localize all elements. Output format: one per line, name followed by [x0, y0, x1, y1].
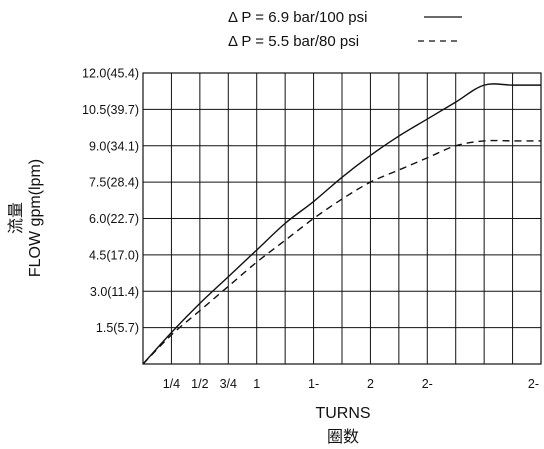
x-tick-labels: 1/4 1/2 3/4 1 1- 2 2- 2- [163, 377, 539, 391]
y-tick-label: 1.5(5.7) [96, 321, 139, 335]
y-tick-labels: 1.5(5.7) 3.0(11.4) 4.5(17.0) 6.0(22.7) 7.5(2… [82, 67, 139, 336]
legend-entry-dashed: Δ P = 5.5 bar/80 psi [228, 33, 359, 50]
x-tick-label: 1 [253, 377, 260, 391]
series-line-dashed [142, 139, 541, 365]
y-tick-label: 4.5(17.0) [89, 248, 139, 262]
x-tick-label: 2- [422, 377, 433, 391]
x-tick-label: 2- [528, 377, 539, 391]
y-tick-label: 12.0(45.4) [82, 67, 139, 81]
y-tick-label: 7.5(28.4) [89, 176, 139, 190]
y-axis-label: FLOW gpm(lpm) [27, 159, 44, 277]
y-tick-label: 3.0(11.4) [90, 285, 139, 299]
x-tick-label: 1/4 [163, 377, 180, 391]
series-lines [142, 83, 541, 365]
y-axis-label-cn: 流量 [7, 202, 25, 234]
plot-frame [142, 72, 542, 365]
grid [143, 72, 541, 364]
x-axis-label: TURNS [315, 405, 370, 422]
legend-entry-solid: Δ P = 6.9 bar/100 psi [228, 9, 367, 26]
series-line-solid [142, 83, 541, 365]
y-tick-label: 9.0(34.1) [89, 139, 139, 153]
y-tick-label: 10.5(39.7) [82, 103, 139, 117]
y-tick-label: 6.0(22.7) [89, 212, 139, 226]
x-tick-label: 1- [308, 377, 319, 391]
x-tick-label: 1/2 [191, 377, 208, 391]
x-tick-label: 2 [367, 377, 374, 391]
x-tick-label: 3/4 [220, 377, 237, 391]
x-axis-label-cn: 圈数 [327, 428, 359, 446]
